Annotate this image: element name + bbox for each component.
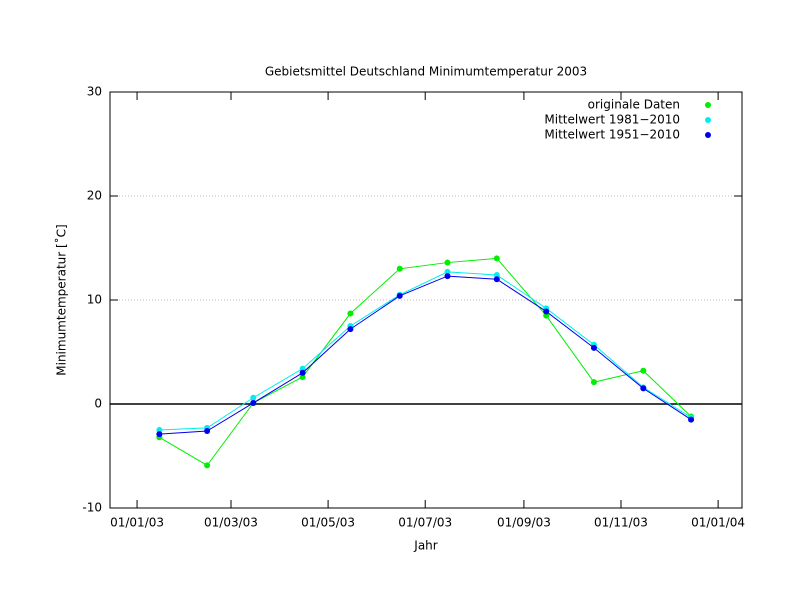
data-point xyxy=(688,416,695,423)
legend-label: Mittelwert 1951−2010 xyxy=(544,128,680,142)
series-line xyxy=(159,275,692,435)
series-line xyxy=(159,271,692,431)
data-point xyxy=(347,310,354,317)
legend-label: Mittelwert 1981−2010 xyxy=(544,113,680,127)
data-point xyxy=(347,326,354,333)
data-point xyxy=(299,365,306,372)
x-tick-label: 01/11/03 xyxy=(594,516,648,530)
data-point xyxy=(640,367,647,374)
y-axis-label: Minimumtemperatur [˚C] xyxy=(54,224,69,375)
data-point xyxy=(493,276,500,283)
data-point xyxy=(156,427,163,433)
x-tick-label: 01/01/03 xyxy=(110,516,164,530)
data-point xyxy=(590,379,597,386)
data-point xyxy=(444,259,451,266)
x-tick-label: 01/07/03 xyxy=(398,516,452,530)
x-tick-label: 01/01/04 xyxy=(691,516,745,530)
data-point xyxy=(204,462,211,469)
x-tick-label: 01/05/03 xyxy=(301,516,355,530)
data-point xyxy=(543,308,550,315)
data-point xyxy=(299,369,306,376)
data-point xyxy=(640,385,647,392)
data-point xyxy=(493,272,500,279)
plot-border xyxy=(109,91,743,509)
y-tick-label: 10 xyxy=(87,293,102,307)
chart-title: Gebietsmittel Deutschland Minimumtempera… xyxy=(265,65,587,79)
x-tick-label: 01/09/03 xyxy=(497,516,551,530)
data-point xyxy=(396,265,403,272)
data-point xyxy=(543,312,550,319)
legend-marker xyxy=(705,132,711,138)
data-point xyxy=(590,344,597,351)
data-point xyxy=(299,373,306,380)
legend-label: originale Daten xyxy=(588,98,680,112)
legend-marker xyxy=(705,102,711,108)
data-point xyxy=(396,292,403,299)
series-line xyxy=(159,257,692,467)
y-tick-label: 30 xyxy=(87,85,102,99)
y-tick-label: 0 xyxy=(94,397,102,411)
data-point xyxy=(250,394,257,401)
data-point xyxy=(444,268,451,275)
x-axis-label: Jahr xyxy=(413,539,437,553)
x-tick-label: 01/03/03 xyxy=(204,516,258,530)
y-tick-label: 20 xyxy=(87,189,102,203)
data-point xyxy=(204,428,211,435)
legend-marker xyxy=(705,117,711,123)
y-tick-label: -10 xyxy=(82,501,102,515)
data-point xyxy=(156,431,163,438)
data-point xyxy=(250,399,257,406)
data-point xyxy=(493,255,500,262)
data-point xyxy=(444,273,451,280)
